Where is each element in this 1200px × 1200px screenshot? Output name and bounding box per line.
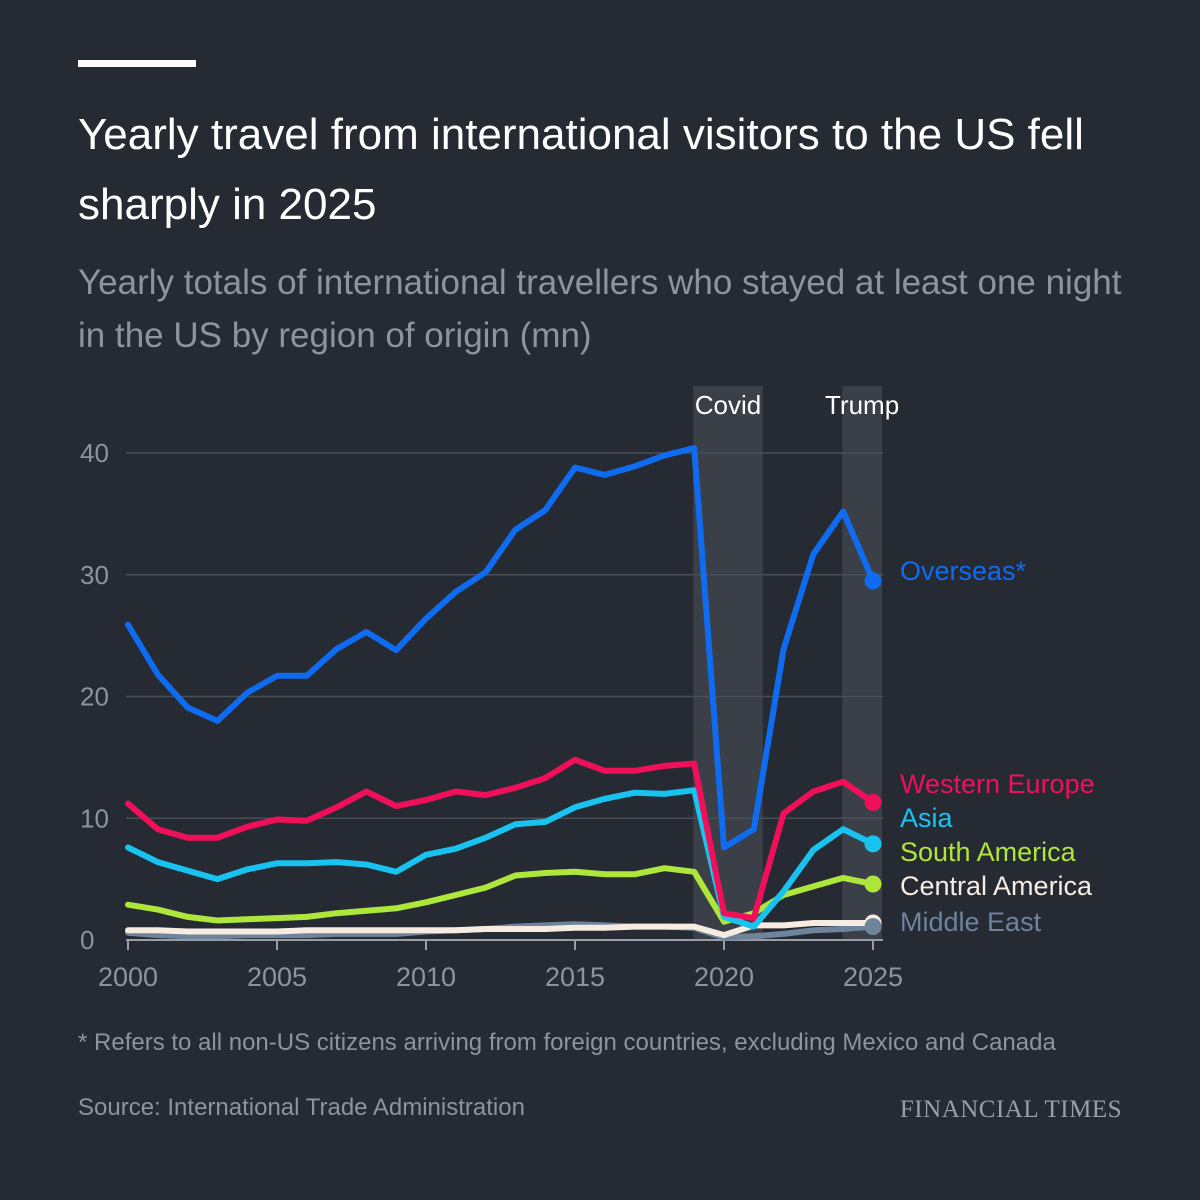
series-labels: Overseas* Western Europe Asia South America… xyxy=(900,556,1095,937)
y-tick-label-30: 30 xyxy=(80,560,109,590)
line-chart: Covid Trump 0 10 20 30 40 2000 2005 2010 2015 202… xyxy=(80,386,1095,992)
y-tick-label-0: 0 xyxy=(80,925,94,955)
highlight-bands: Covid Trump xyxy=(693,386,899,940)
x-tick-label-2015: 2015 xyxy=(545,962,605,992)
y-axis-ticks: 0 10 20 30 40 xyxy=(80,438,109,955)
series-label-western-europe: Western Europe xyxy=(900,769,1095,799)
top-rule xyxy=(78,60,196,67)
band-covid xyxy=(693,386,763,940)
gridlines xyxy=(126,452,883,819)
chart-subtitle: Yearly totals of international traveller… xyxy=(78,263,1122,355)
x-tick-label-2010: 2010 xyxy=(396,962,456,992)
y-tick-label-40: 40 xyxy=(80,438,109,468)
x-tick-label-2025: 2025 xyxy=(843,962,903,992)
series-lines xyxy=(125,445,882,941)
end-marker-middle-east xyxy=(864,918,882,936)
footnote: * Refers to all non-US citizens arriving… xyxy=(78,1029,1056,1056)
x-tick-label-2005: 2005 xyxy=(247,962,307,992)
series-label-central-america: Central America xyxy=(900,871,1093,901)
series-label-asia: Asia xyxy=(900,803,954,833)
y-tick-label-10: 10 xyxy=(80,803,109,833)
chart-title: Yearly travel from international visitor… xyxy=(78,110,1084,230)
end-marker-asia xyxy=(864,835,882,853)
end-marker-south-america xyxy=(864,875,882,893)
series-label-overseas: Overseas* xyxy=(900,556,1027,586)
y-tick-label-20: 20 xyxy=(80,682,109,712)
series-line-overseas xyxy=(125,445,876,851)
x-tick-label-2020: 2020 xyxy=(694,962,754,992)
series-line-western-europe xyxy=(125,756,876,922)
series-label-middle-east: Middle East xyxy=(900,907,1042,937)
series-label-south-america: South America xyxy=(900,837,1077,867)
band-label-covid: Covid xyxy=(695,390,761,420)
ft-logo: FINANCIAL TIMES xyxy=(899,1096,1122,1123)
x-tick-label-2000: 2000 xyxy=(98,962,158,992)
end-marker-western-europe xyxy=(864,793,882,811)
end-marker-overseas xyxy=(864,572,882,590)
x-axis: 2000 2005 2010 2015 2020 2025 xyxy=(98,939,903,992)
source-note: Source: International Trade Administrati… xyxy=(78,1094,525,1121)
band-label-trump: Trump xyxy=(825,390,899,420)
series-line-asia xyxy=(125,787,876,930)
band-trump xyxy=(842,386,882,940)
